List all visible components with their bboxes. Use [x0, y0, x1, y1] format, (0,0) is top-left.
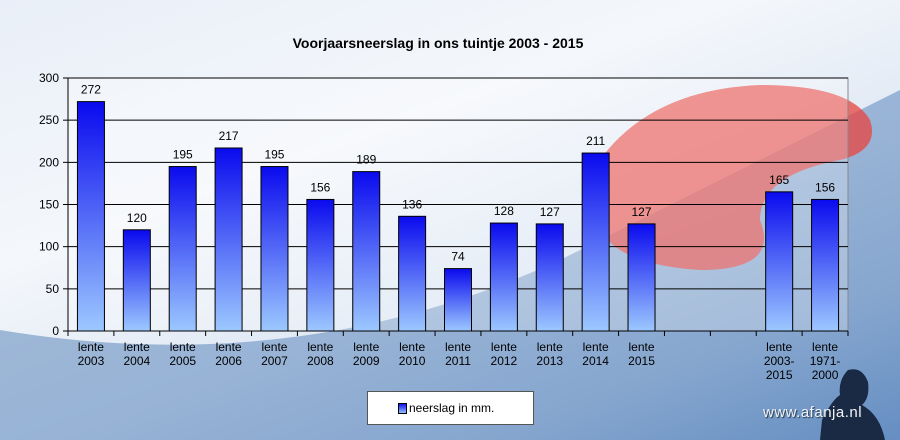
x-tick-label: lente	[491, 340, 517, 354]
bar	[306, 198, 335, 332]
bar	[765, 191, 794, 332]
y-tick-label: 200	[39, 155, 59, 169]
x-tick-label: 2003-	[764, 354, 795, 368]
data-label: 120	[127, 211, 147, 225]
data-label: 195	[264, 148, 284, 162]
x-tick-label: 2006	[215, 354, 242, 368]
x-tick-label: lente	[445, 340, 471, 354]
data-label: 211	[586, 134, 605, 148]
bar	[76, 101, 105, 332]
x-tick-label: 2010	[399, 354, 426, 368]
bar	[627, 223, 656, 332]
y-tick-label: 0	[52, 324, 59, 338]
bar	[398, 215, 427, 332]
legend-label: neerslag in mm.	[409, 401, 495, 415]
data-label: 128	[494, 204, 514, 218]
data-label: 74	[451, 250, 465, 264]
x-tick-label: lente	[353, 340, 379, 354]
data-label: 156	[310, 180, 330, 194]
x-tick-label: 2015	[766, 368, 793, 382]
x-tick-label: 2014	[582, 354, 609, 368]
data-label: 195	[173, 148, 193, 162]
x-tick-label: lente	[812, 340, 838, 354]
data-label: 127	[632, 205, 652, 219]
x-tick-label: lente	[583, 340, 609, 354]
data-label: 272	[81, 83, 101, 97]
y-tick-label: 150	[39, 198, 59, 212]
bar	[811, 198, 840, 332]
data-label: 165	[769, 173, 789, 187]
x-tick-label: 2015	[628, 354, 655, 368]
y-tick-label: 250	[39, 113, 59, 127]
x-tick-label: lente	[766, 340, 792, 354]
x-tick-label: 2007	[261, 354, 288, 368]
y-tick-label: 50	[46, 282, 60, 296]
bar	[260, 166, 289, 332]
x-tick-label: 2005	[169, 354, 196, 368]
x-tick-label: 2012	[491, 354, 518, 368]
bar	[214, 147, 243, 332]
bar	[489, 222, 518, 332]
x-tick-label: 2008	[307, 354, 334, 368]
x-tick-label: 1971-	[810, 354, 841, 368]
x-tick-label: lente	[537, 340, 563, 354]
x-tick-label: 2000	[812, 368, 839, 382]
data-label: 127	[540, 205, 560, 219]
x-tick-label: lente	[399, 340, 425, 354]
x-tick-label: lente	[124, 340, 150, 354]
bar	[444, 268, 472, 332]
x-tick-label: 2004	[123, 354, 150, 368]
y-tick-label: 300	[39, 71, 59, 85]
x-tick-label: 2013	[536, 354, 563, 368]
watermark: www.afanja.nl	[763, 404, 863, 421]
x-tick-label: lente	[629, 340, 655, 354]
x-tick-label: lente	[261, 340, 287, 354]
chart-title: Voorjaarsneerslag in ons tuintje 2003 - …	[293, 35, 584, 51]
data-label: 189	[356, 153, 376, 167]
x-tick-label: lente	[170, 340, 196, 354]
data-label: 156	[815, 180, 835, 194]
x-tick-label: 2003	[78, 354, 105, 368]
data-label: 136	[402, 197, 422, 211]
x-tick-label: 2011	[445, 354, 471, 368]
y-tick-label: 100	[39, 240, 59, 254]
legend: neerslag in mm.	[367, 391, 534, 425]
x-tick-label: lente	[78, 340, 104, 354]
bar	[535, 223, 564, 332]
data-label: 217	[219, 129, 239, 143]
bar	[122, 229, 151, 332]
bar	[168, 166, 197, 332]
bar	[352, 171, 381, 332]
legend-swatch	[398, 402, 407, 414]
x-tick-label: lente	[307, 340, 333, 354]
x-tick-label: lente	[216, 340, 242, 354]
bar	[581, 152, 610, 332]
x-tick-label: 2009	[353, 354, 380, 368]
